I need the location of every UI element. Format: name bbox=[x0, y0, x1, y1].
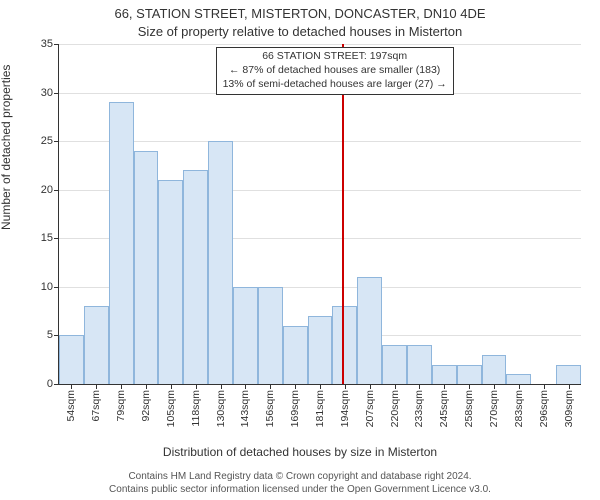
xtick-label: 130sqm bbox=[215, 390, 227, 427]
histogram-bar bbox=[84, 306, 109, 384]
histogram-bar bbox=[158, 180, 183, 384]
histogram-bar bbox=[482, 355, 507, 384]
xtick-mark bbox=[71, 384, 72, 389]
grid-line bbox=[59, 141, 581, 142]
info-box-line: 66 STATION STREET: 197sqm bbox=[223, 50, 447, 64]
xtick-label: 79sqm bbox=[115, 390, 127, 422]
xtick-mark bbox=[469, 384, 470, 389]
xtick-mark bbox=[569, 384, 570, 389]
ytick-mark bbox=[54, 190, 59, 191]
histogram-bar bbox=[208, 141, 233, 384]
histogram-bar bbox=[59, 335, 84, 384]
ytick-label: 15 bbox=[41, 232, 53, 244]
xtick-mark bbox=[370, 384, 371, 389]
histogram-bar bbox=[506, 374, 531, 384]
ytick-mark bbox=[54, 384, 59, 385]
xtick-label: 169sqm bbox=[289, 390, 301, 427]
xtick-label: 181sqm bbox=[314, 390, 326, 427]
histogram-bar bbox=[407, 345, 432, 384]
xtick-mark bbox=[494, 384, 495, 389]
xtick-mark bbox=[345, 384, 346, 389]
xtick-mark bbox=[121, 384, 122, 389]
grid-line bbox=[59, 44, 581, 45]
histogram-bar bbox=[109, 102, 134, 384]
xtick-label: 258sqm bbox=[463, 390, 475, 427]
xtick-mark bbox=[320, 384, 321, 389]
xtick-label: 283sqm bbox=[513, 390, 525, 427]
histogram-bar bbox=[382, 345, 407, 384]
histogram-bar bbox=[283, 326, 308, 384]
ytick-label: 5 bbox=[47, 329, 53, 341]
ytick-label: 25 bbox=[41, 135, 53, 147]
xtick-mark bbox=[444, 384, 445, 389]
histogram-bar bbox=[432, 365, 457, 384]
xtick-label: 220sqm bbox=[389, 390, 401, 427]
info-box-line: 13% of semi-detached houses are larger (… bbox=[223, 78, 447, 92]
plot-area: 0510152025303554sqm67sqm79sqm92sqm105sqm… bbox=[58, 44, 581, 385]
xtick-label: 105sqm bbox=[165, 390, 177, 427]
footer-line2: Contains public sector information licen… bbox=[0, 484, 600, 497]
footer-line1: Contains HM Land Registry data © Crown c… bbox=[0, 471, 600, 484]
title-address: 66, STATION STREET, MISTERTON, DONCASTER… bbox=[0, 6, 600, 21]
xtick-label: 207sqm bbox=[364, 390, 376, 427]
histogram-bar bbox=[233, 287, 258, 384]
xtick-mark bbox=[171, 384, 172, 389]
ytick-mark bbox=[54, 93, 59, 94]
xtick-mark bbox=[270, 384, 271, 389]
ytick-label: 35 bbox=[41, 38, 53, 50]
ytick-mark bbox=[54, 238, 59, 239]
xtick-label: 245sqm bbox=[438, 390, 450, 427]
histogram-bar bbox=[556, 365, 581, 384]
histogram-bar bbox=[457, 365, 482, 384]
ytick-label: 0 bbox=[47, 378, 53, 390]
xtick-label: 92sqm bbox=[140, 390, 152, 422]
xtick-mark bbox=[221, 384, 222, 389]
xtick-label: 118sqm bbox=[190, 390, 202, 427]
ytick-mark bbox=[54, 44, 59, 45]
xtick-mark bbox=[519, 384, 520, 389]
histogram-bar bbox=[258, 287, 283, 384]
xtick-label: 296sqm bbox=[538, 390, 550, 427]
ytick-mark bbox=[54, 141, 59, 142]
xtick-mark bbox=[419, 384, 420, 389]
histogram-bar bbox=[357, 277, 382, 384]
xtick-label: 309sqm bbox=[563, 390, 575, 427]
xtick-label: 233sqm bbox=[413, 390, 425, 427]
xtick-label: 143sqm bbox=[239, 390, 251, 427]
xtick-mark bbox=[544, 384, 545, 389]
xtick-label: 156sqm bbox=[264, 390, 276, 427]
y-axis-label: Number of detached properties bbox=[0, 65, 13, 230]
title-subtitle: Size of property relative to detached ho… bbox=[0, 24, 600, 39]
xtick-mark bbox=[395, 384, 396, 389]
chart-container: { "title_line1": "66, STATION STREET, MI… bbox=[0, 0, 600, 500]
xtick-mark bbox=[146, 384, 147, 389]
ytick-label: 10 bbox=[41, 281, 53, 293]
info-box-line: ← 87% of detached houses are smaller (18… bbox=[223, 64, 447, 78]
histogram-bar bbox=[308, 316, 333, 384]
xtick-mark bbox=[295, 384, 296, 389]
xtick-label: 67sqm bbox=[90, 390, 102, 422]
xtick-mark bbox=[245, 384, 246, 389]
histogram-bar bbox=[332, 306, 357, 384]
x-axis-label: Distribution of detached houses by size … bbox=[0, 445, 600, 459]
histogram-bar bbox=[134, 151, 159, 384]
xtick-mark bbox=[96, 384, 97, 389]
ytick-mark bbox=[54, 287, 59, 288]
ytick-label: 20 bbox=[41, 184, 53, 196]
footer-attribution: Contains HM Land Registry data © Crown c… bbox=[0, 471, 600, 496]
histogram-bar bbox=[183, 170, 208, 384]
info-box: 66 STATION STREET: 197sqm← 87% of detach… bbox=[216, 47, 454, 95]
xtick-label: 54sqm bbox=[65, 390, 77, 422]
ytick-label: 30 bbox=[41, 87, 53, 99]
xtick-label: 194sqm bbox=[339, 390, 351, 427]
xtick-mark bbox=[196, 384, 197, 389]
xtick-label: 270sqm bbox=[488, 390, 500, 427]
